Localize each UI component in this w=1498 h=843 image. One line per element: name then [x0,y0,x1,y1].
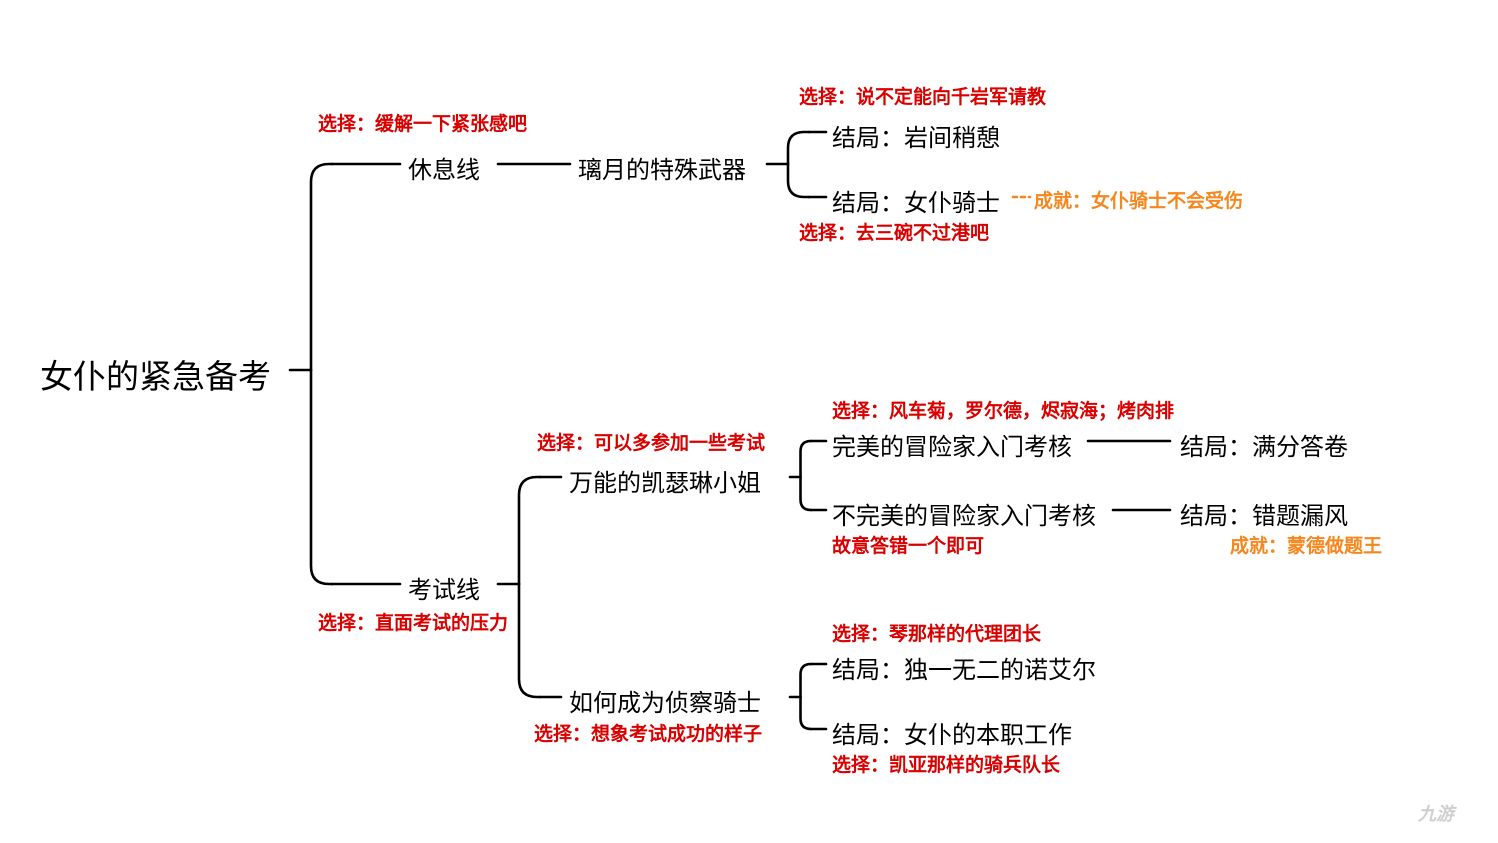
l2-scout-node: 如何成为侦察骑士 [569,683,761,718]
l3-imperf-node: 不完美的冒险家入门考核 [832,496,1096,531]
l3-imperf-choice: 故意答错一个即可 [832,531,984,558]
l2-kath-choice: 选择：可以多参加一些考试 [537,428,765,455]
l1-rest-node: 休息线 [408,150,480,185]
root-node: 女仆的紧急备考 [40,350,271,398]
l3-end5-node: 结局：独一无二的诺艾尔 [832,650,1096,685]
l2-scout-choice: 选择：想象考试成功的样子 [534,719,762,746]
l3-end5-choice: 选择：琴那样的代理团长 [832,619,1041,646]
l3-perf-choice: 选择：风车菊，罗尔德，烬寂海；烤肉排 [832,396,1174,423]
l3-perf-node: 完美的冒险家入门考核 [832,427,1072,462]
l1-rest-choice: 选择：缓解一下紧张感吧 [318,109,527,136]
l1-exam-node: 考试线 [408,570,480,605]
l3-end6-node: 结局：女仆的本职工作 [832,715,1072,750]
l3-end2-node: 结局：女仆骑士 [832,183,1000,218]
l3-end2-choice: 选择：去三碗不过港吧 [799,218,989,245]
l4-end3-node: 结局：满分答卷 [1180,427,1348,462]
l3-end2-achievement: 成就：女仆骑士不会受伤 [1034,186,1243,213]
l3-end6-choice: 选择：凯亚那样的骑兵队长 [832,750,1060,777]
watermark: 九游 [1418,800,1454,826]
l2-liyue-node: 璃月的特殊武器 [578,150,746,185]
l3-end1-choice: 选择：说不定能向千岩军请教 [799,82,1046,109]
l2-kath-node: 万能的凯瑟琳小姐 [569,463,761,498]
l4-end4-node: 结局：错题漏风 [1180,496,1348,531]
l4-end4-achievement: 成就：蒙德做题王 [1230,531,1382,558]
l3-end1-node: 结局：岩间稍憩 [832,118,1000,153]
l1-exam-choice: 选择：直面考试的压力 [318,608,508,635]
